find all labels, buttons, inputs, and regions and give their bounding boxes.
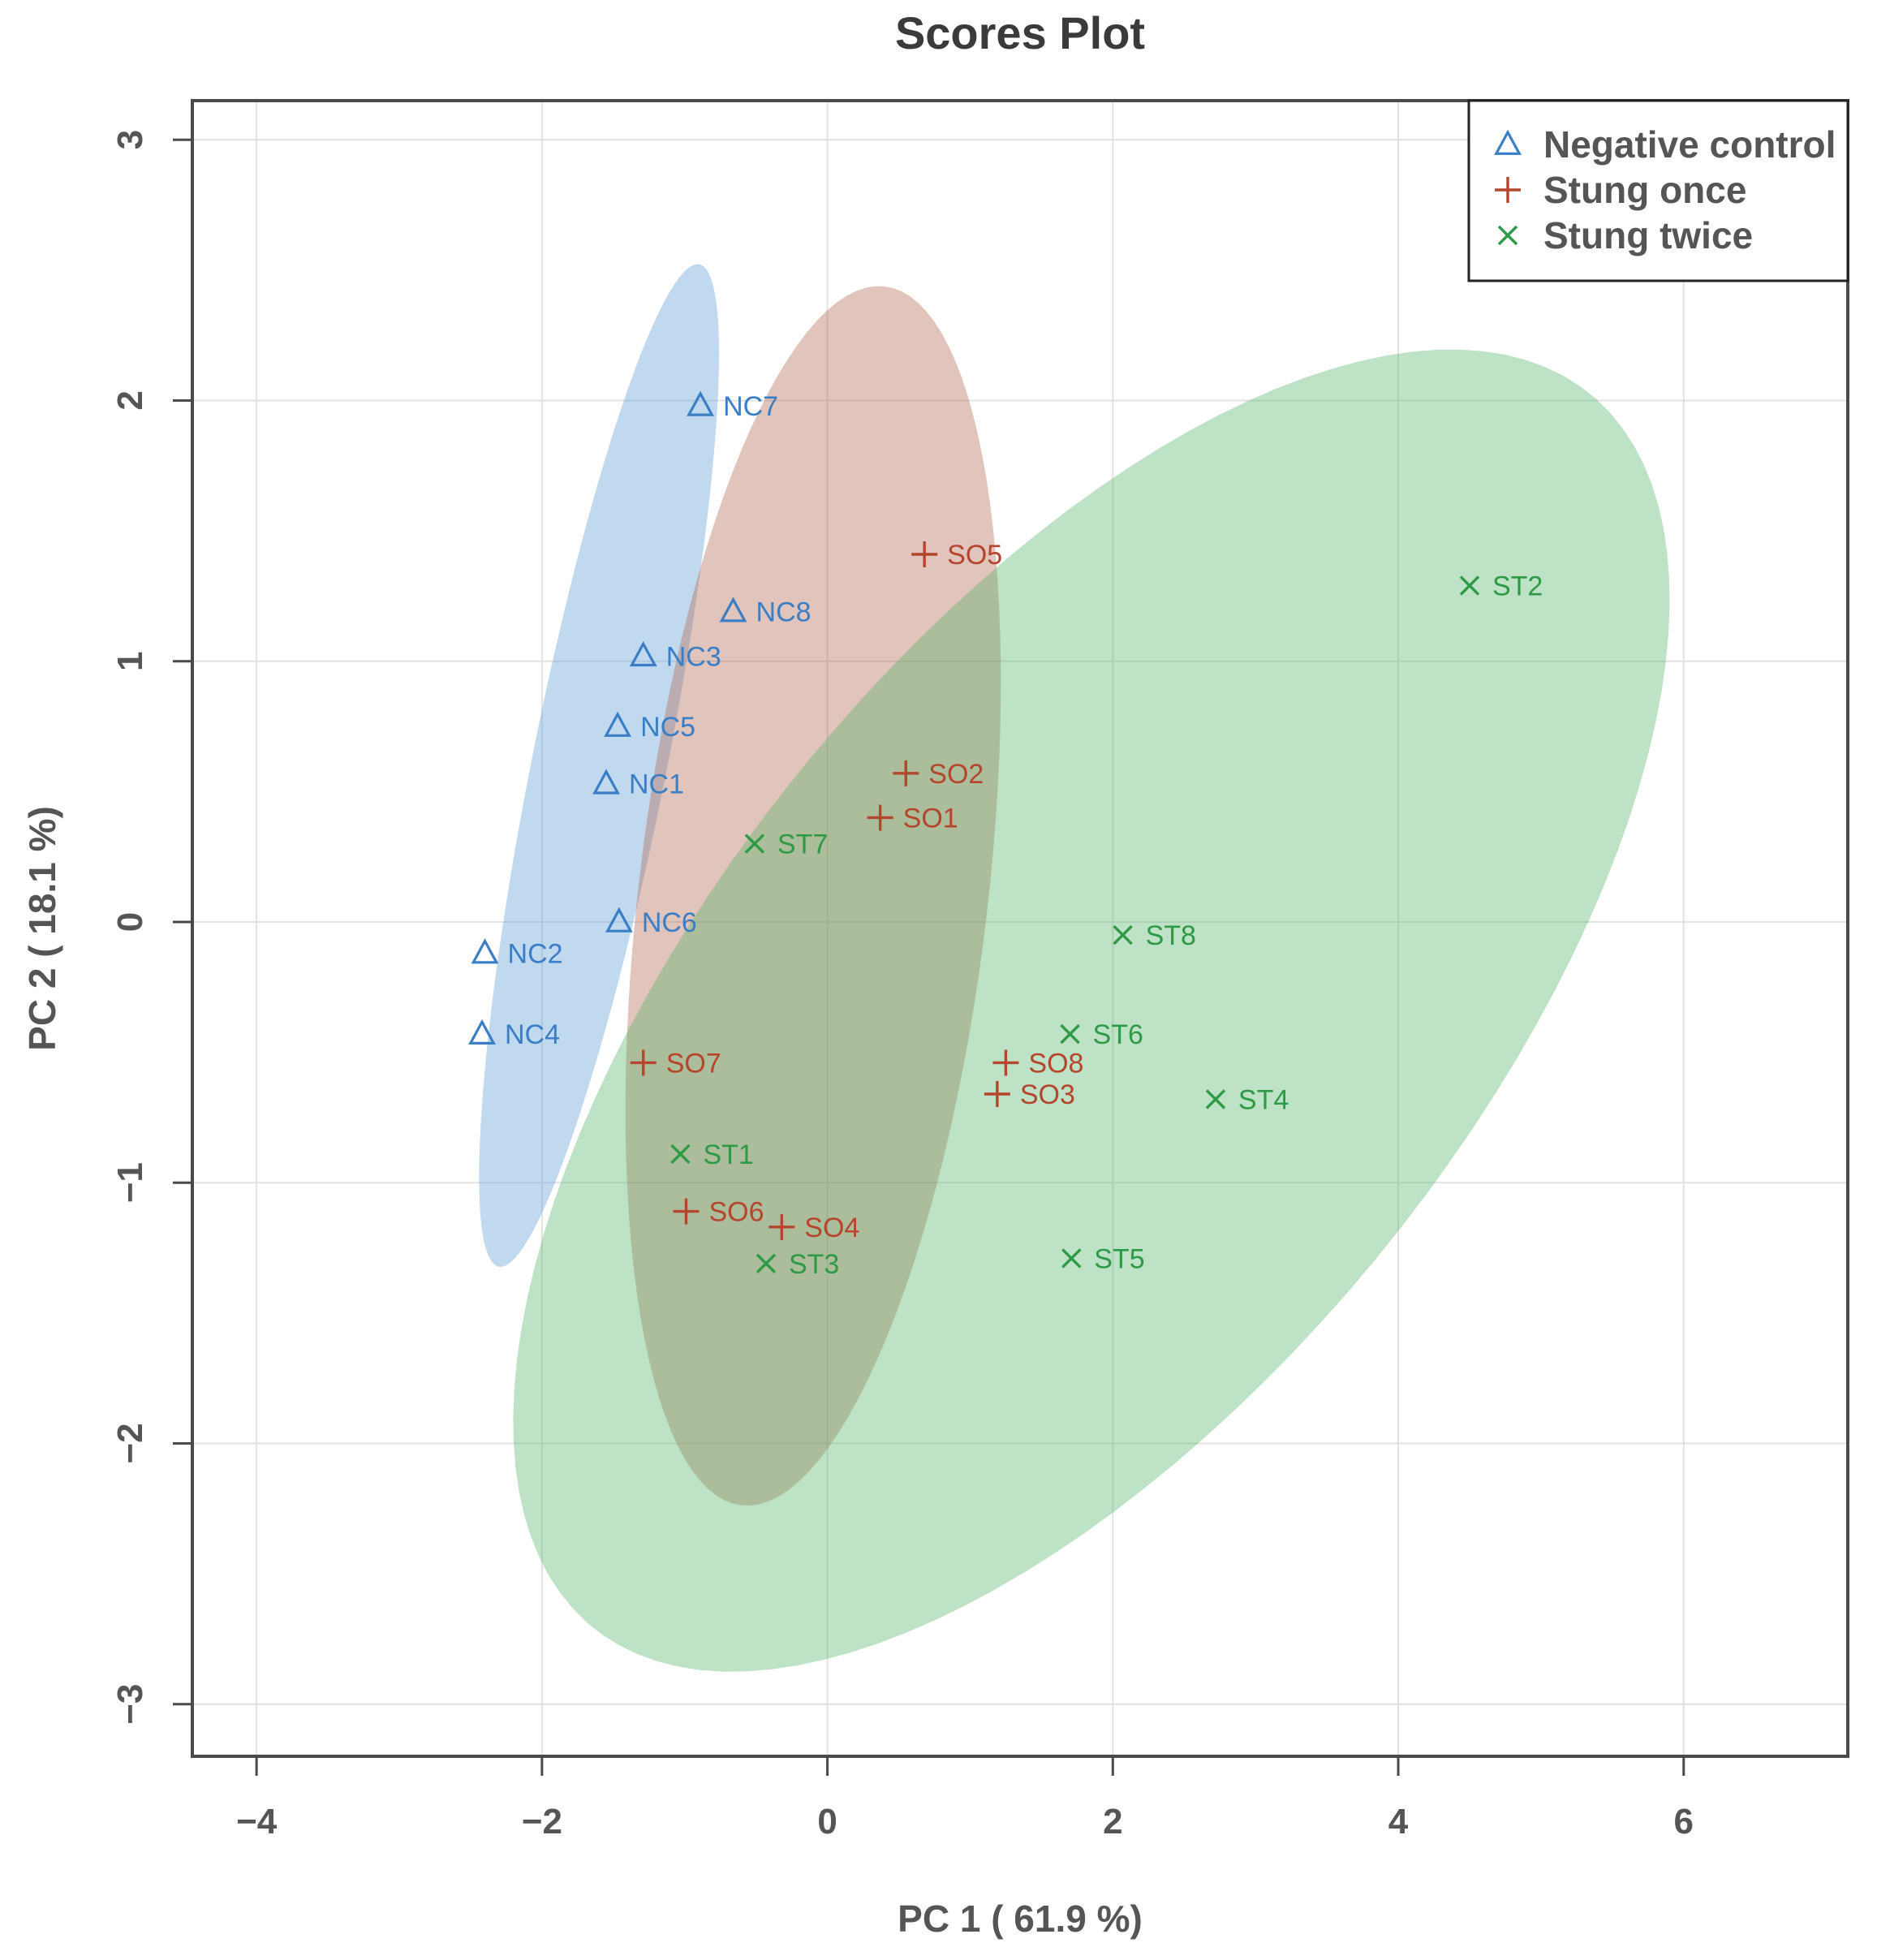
- point-label-nc4: NC4: [505, 1019, 560, 1050]
- point-nc5: [604, 711, 631, 737]
- point-label-so6: SO6: [708, 1197, 764, 1228]
- point-nc3: [629, 640, 657, 667]
- y-tick-label: 3: [110, 130, 150, 149]
- x-tick-label: 0: [817, 1802, 837, 1842]
- point-label-st7: ST7: [777, 829, 828, 860]
- point-st2: [1459, 575, 1480, 596]
- legend-marker-1: [1494, 129, 1522, 155]
- point-label-nc3: NC3: [666, 641, 721, 672]
- x-tick-label: 6: [1674, 1802, 1694, 1842]
- point-st8: [1113, 924, 1133, 946]
- point-nc6: [605, 907, 633, 933]
- y-tick-label: −1: [110, 1162, 150, 1203]
- point-label-so1: SO1: [903, 803, 958, 834]
- point-label-st5: ST5: [1094, 1243, 1144, 1274]
- point-nc1: [592, 769, 620, 795]
- legend-label-2: Stung once: [1543, 169, 1746, 211]
- point-so2: [893, 760, 919, 786]
- ellipse-series-1: [479, 264, 720, 1267]
- point-so4: [768, 1213, 795, 1240]
- axes: −4 −2 0 2 4 6 −3 −2 −1 0 1 2 3: [110, 130, 1694, 1842]
- data-points: NC1 NC2 NC3 NC4 NC5 NC6 NC7 NC8 SO1 SO2 SO3 SO4 SO5 S…: [468, 390, 1543, 1280]
- y-axis-label: PC 2 ( 18.1 %): [21, 806, 63, 1051]
- point-label-so2: SO2: [928, 759, 984, 790]
- point-nc8: [719, 597, 747, 622]
- point-nc4: [468, 1019, 496, 1045]
- legend-marker-3: [1497, 225, 1518, 246]
- x-tick-label: 2: [1103, 1802, 1122, 1842]
- point-st5: [1061, 1248, 1082, 1269]
- ellipse-series-2: [625, 286, 1001, 1506]
- ellipse-series-3: [513, 349, 1670, 1672]
- legend-label-1: Negative control: [1543, 123, 1836, 166]
- point-st7: [744, 834, 765, 854]
- point-so6: [673, 1198, 700, 1225]
- legend-box: [1467, 99, 1849, 282]
- point-so5: [911, 541, 938, 567]
- legend-marker-2: [1495, 177, 1521, 203]
- y-tick-label: 2: [110, 390, 150, 410]
- point-label-st2: ST2: [1492, 571, 1543, 602]
- point-label-st6: ST6: [1093, 1019, 1143, 1050]
- point-st3: [756, 1253, 777, 1274]
- point-st6: [1060, 1023, 1080, 1045]
- y-tick-label: −3: [110, 1684, 150, 1725]
- point-st4: [1205, 1089, 1226, 1109]
- point-label-so8: SO8: [1028, 1048, 1083, 1079]
- point-label-st3: ST3: [789, 1249, 839, 1280]
- confidence-ellipses: [479, 264, 1670, 1672]
- point-nc2: [471, 938, 499, 964]
- x-tick-label: 4: [1388, 1802, 1409, 1842]
- point-so7: [630, 1049, 657, 1076]
- legend-label-3: Stung twice: [1543, 214, 1753, 256]
- point-label-st4: ST4: [1238, 1084, 1289, 1115]
- x-tick-label: −2: [522, 1802, 562, 1842]
- point-so3: [984, 1081, 1010, 1107]
- point-label-nc5: NC5: [640, 712, 695, 743]
- point-label-so4: SO4: [804, 1213, 859, 1243]
- point-nc7: [687, 390, 714, 416]
- point-so8: [992, 1049, 1019, 1076]
- point-label-nc2: NC2: [508, 939, 563, 970]
- point-label-st8: ST8: [1146, 920, 1196, 951]
- plot-frame: [191, 99, 1849, 1758]
- point-label-nc7: NC7: [723, 391, 778, 422]
- point-label-so3: SO3: [1020, 1079, 1075, 1110]
- x-tick-label: −4: [236, 1802, 278, 1842]
- x-axis-label: PC 1 ( 61.9 %): [898, 1898, 1143, 1940]
- point-label-so7: SO7: [666, 1048, 721, 1079]
- y-tick-label: 1: [110, 651, 150, 670]
- y-tick-label: −2: [110, 1423, 150, 1463]
- y-tick-label: 0: [110, 912, 150, 932]
- point-label-nc6: NC6: [642, 907, 697, 938]
- point-label-so5: SO5: [947, 540, 1002, 571]
- point-label-nc8: NC8: [756, 597, 812, 628]
- point-st1: [670, 1144, 691, 1165]
- point-label-nc1: NC1: [629, 769, 684, 800]
- point-so1: [867, 804, 893, 831]
- point-label-st1: ST1: [703, 1139, 753, 1170]
- chart-title: Scores Plot: [895, 7, 1145, 58]
